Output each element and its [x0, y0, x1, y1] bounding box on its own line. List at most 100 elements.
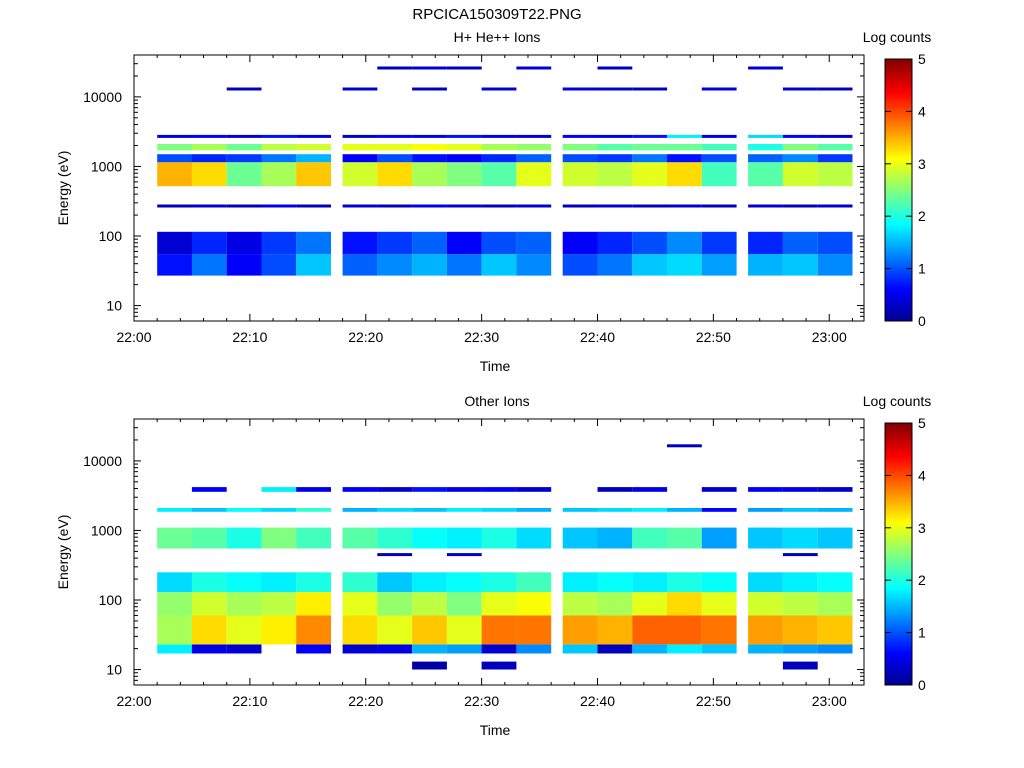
heatmap-cell — [191, 644, 227, 654]
heatmap-cell — [667, 162, 702, 187]
heatmap-cell — [817, 527, 853, 549]
heatmap-cell — [377, 572, 413, 593]
heatmap-cell — [226, 254, 262, 276]
heatmap-cell — [667, 508, 702, 512]
heatmap-cell — [261, 134, 297, 138]
heatmap-cell — [667, 154, 702, 163]
heatmap-cell — [597, 527, 633, 549]
heatmap-cell — [562, 592, 598, 616]
heatmap-cell — [377, 615, 413, 645]
colorbar-tick-label: 0 — [918, 313, 926, 329]
heatmap-cell — [782, 231, 818, 255]
heatmap-cell — [667, 144, 702, 151]
heatmap-cell — [597, 592, 633, 616]
heatmap-cell — [516, 644, 552, 654]
heatmap-cell — [226, 644, 262, 654]
heatmap-cell — [667, 592, 702, 616]
axes: 22:00 22:10 22:20 22:30 22:40 22:50 23:00 10 100… — [83, 418, 864, 709]
heatmap-cell — [342, 572, 378, 593]
heatmap-cell — [412, 231, 447, 255]
x-tick-label: 23:00 — [812, 693, 847, 709]
heatmap-cell — [261, 162, 297, 187]
heatmap-cell — [782, 553, 818, 557]
heatmap-cell — [748, 154, 783, 163]
x-tick-label: 22:00 — [116, 693, 151, 709]
heatmap-cell — [701, 487, 737, 492]
heatmap-cell — [261, 144, 297, 151]
heatmap-cell — [446, 615, 482, 645]
heatmap-cell — [157, 592, 192, 616]
heatmap-cell — [261, 204, 297, 208]
colorbar-tick-label: 5 — [918, 415, 926, 431]
axes: 22:00 22:10 22:20 22:30 22:40 22:50 23:00 10 100… — [83, 54, 864, 345]
heatmap-cell — [261, 487, 297, 492]
heatmap-cell — [342, 154, 378, 163]
heatmap-cell — [191, 204, 227, 208]
heatmap-cell — [481, 527, 517, 549]
heatmap-cell — [446, 508, 482, 512]
heatmap-cell — [597, 487, 633, 492]
heatmap-cell — [701, 134, 737, 138]
heatmap-cell — [632, 592, 668, 616]
heatmap-cell — [191, 527, 227, 549]
heatmap-cell — [632, 144, 668, 151]
heatmap-cell — [516, 254, 552, 276]
heatmap-cell — [817, 204, 853, 208]
heatmap-cell — [157, 615, 192, 645]
x-tick-label: 22:50 — [696, 693, 731, 709]
heatmap-cell — [226, 527, 262, 549]
heatmap-cell — [481, 508, 517, 512]
heatmap-cell — [701, 592, 737, 616]
heatmap-cell — [782, 144, 818, 151]
heatmap-cell — [481, 144, 517, 151]
heatmap-cell — [748, 254, 783, 276]
x-tick-label: 22:30 — [464, 693, 499, 709]
heatmap-cell — [632, 615, 668, 645]
heatmap-cell — [748, 487, 783, 492]
heatmap-cell — [446, 527, 482, 549]
heatmap-cell — [226, 508, 262, 512]
heatmap-cell — [632, 204, 668, 208]
heatmap-cell — [516, 231, 552, 255]
heatmap-cell — [597, 162, 633, 187]
colorbar-tick-label: 1 — [918, 625, 926, 641]
heatmap-cell — [157, 508, 192, 512]
heatmap-cell — [516, 487, 552, 492]
panel-other-ions: Other Ions Log counts 22:00 22:10 22:20 22:… — [55, 393, 931, 738]
heatmap-cell — [157, 154, 192, 163]
heatmap-cell — [817, 254, 853, 276]
heatmap-cell — [296, 154, 331, 163]
heatmap-cell — [516, 572, 552, 593]
colorbar-tick-label: 3 — [918, 156, 926, 172]
x-tick-label: 22:40 — [580, 693, 615, 709]
heatmap-cell — [481, 254, 517, 276]
heatmap-cell — [412, 204, 447, 208]
heatmap-cell — [782, 592, 818, 616]
heatmap-cell — [632, 487, 668, 492]
heatmap-cell — [412, 644, 447, 654]
heatmap-cell — [412, 66, 447, 70]
heatmap-cell — [261, 615, 297, 645]
heatmap-cell — [782, 508, 818, 512]
heatmap-cell — [296, 508, 331, 512]
heatmap-cell — [377, 527, 413, 549]
heatmap-cell — [296, 615, 331, 645]
heatmap-cell — [261, 508, 297, 512]
heatmap-cell — [748, 134, 783, 138]
heatmap-cell — [342, 134, 378, 138]
x-tick-label: 22:20 — [348, 329, 383, 345]
heatmap-cell — [191, 231, 227, 255]
colorbar — [884, 422, 913, 686]
heatmap-cell — [701, 204, 737, 208]
heatmap-cell — [667, 615, 702, 645]
heatmap-cell — [377, 553, 413, 557]
heatmap-cell — [701, 254, 737, 276]
heatmap-cell — [481, 134, 517, 138]
heatmap-cell — [226, 144, 262, 151]
heatmap-cell — [412, 134, 447, 138]
heatmap-cell — [667, 134, 702, 138]
heatmap-cell — [817, 144, 853, 151]
colorbar-ticks: 0 1 2 3 4 5 — [885, 415, 926, 693]
heatmap-cell — [562, 162, 598, 187]
heatmap-cell — [597, 572, 633, 593]
